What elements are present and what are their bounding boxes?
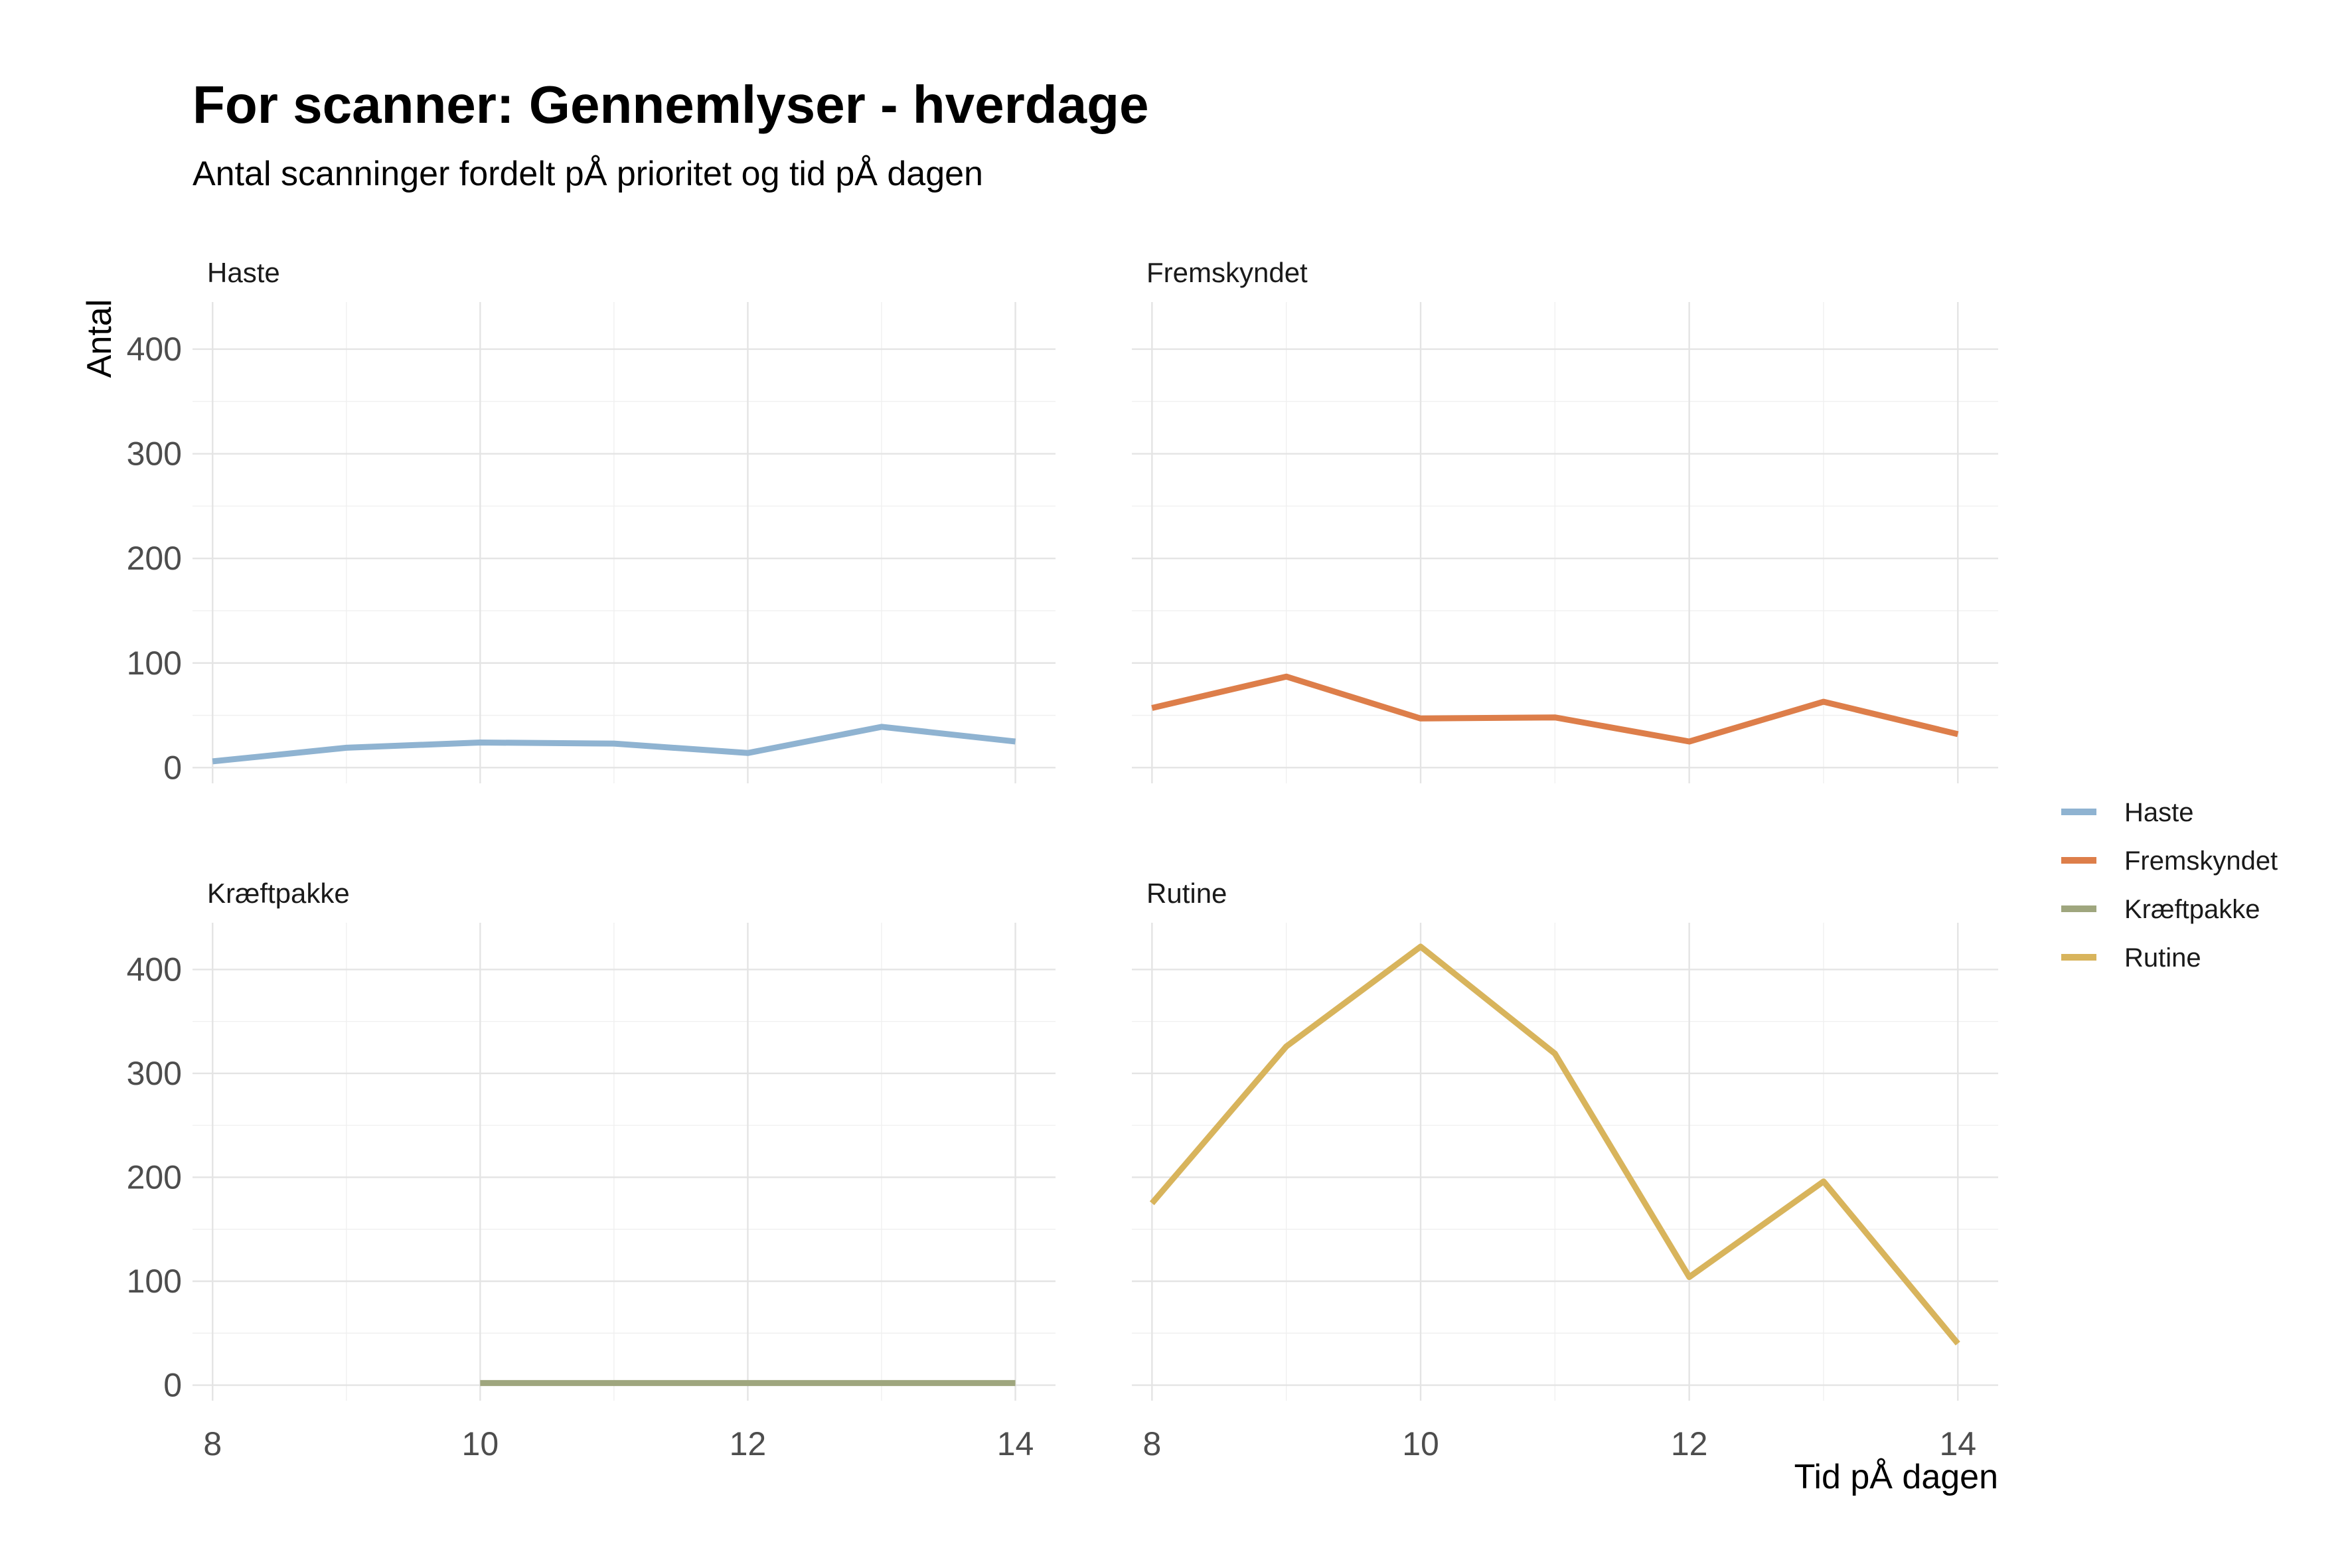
y-axis-title: Antal: [80, 299, 119, 378]
x-tick-label: 12: [1671, 1425, 1708, 1462]
x-tick-label: 12: [730, 1425, 767, 1462]
panel-haste: Haste 0 100 200 300 400: [127, 257, 1056, 786]
y-tick-label: 200: [127, 1158, 182, 1196]
legend: Haste Fremskyndet Kræftpakke Rutine: [2061, 798, 2278, 973]
x-tick-label: 10: [1402, 1425, 1439, 1462]
chart-subtitle: Antal scanninger fordelt pÅ prioritet og…: [193, 155, 983, 193]
panel-rutine: Rutine 8 10 12 14: [1132, 878, 1998, 1462]
y-tick-label: 100: [127, 645, 182, 682]
legend-label-kraeftpakke: Kræftpakke: [2124, 895, 2260, 924]
strip-label-fremskyndet: Fremskyndet: [1146, 257, 1308, 288]
strip-label-rutine: Rutine: [1146, 878, 1227, 909]
panel-kraeftpakke: Kræftpakke 0 100 200 300 400 8 10 12 14: [127, 878, 1056, 1462]
y-tick-label: 100: [127, 1263, 182, 1300]
chart-title: For scanner: Gennemlyser - hverdage: [193, 75, 1149, 134]
y-tick-label: 400: [127, 951, 182, 988]
y-tick-label: 0: [163, 1367, 182, 1404]
y-tick-label: 300: [127, 435, 182, 473]
y-tick-label: 400: [127, 331, 182, 368]
legend-label-haste: Haste: [2124, 798, 2194, 827]
series-line-fremskyndet: [1151, 673, 1959, 745]
x-tick-label: 14: [997, 1425, 1034, 1462]
x-tick-label: 10: [462, 1425, 499, 1462]
strip-label-kraeftpakke: Kræftpakke: [207, 878, 350, 909]
x-tick-label: 8: [1142, 1425, 1161, 1462]
x-axis-title: Tid pÅ dagen: [1794, 1458, 1998, 1496]
y-tick-label: 200: [127, 540, 182, 577]
x-tick-label: 8: [203, 1425, 222, 1462]
strip-label-haste: Haste: [207, 257, 280, 288]
x-tick-label: 14: [1939, 1425, 1976, 1462]
legend-label-fremskyndet: Fremskyndet: [2124, 846, 2278, 876]
legend-label-rutine: Rutine: [2124, 943, 2201, 973]
y-tick-label: 0: [163, 749, 182, 786]
panel-fremskyndet: Fremskyndet: [1132, 257, 1998, 783]
series-line-haste: [212, 724, 1016, 765]
series-line-rutine: [1149, 943, 1960, 1346]
y-tick-label: 300: [127, 1055, 182, 1092]
